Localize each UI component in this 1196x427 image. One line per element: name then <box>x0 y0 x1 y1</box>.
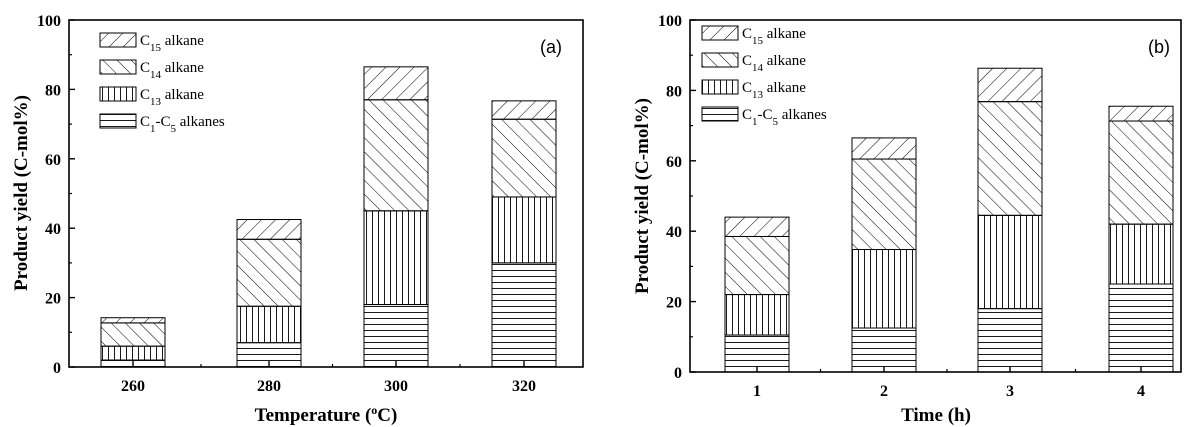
bar-segment <box>100 317 166 324</box>
y-tick-label: 0 <box>53 360 61 377</box>
y-tick-label: 80 <box>45 82 61 99</box>
bar-segment <box>724 235 790 296</box>
bar-segment <box>363 304 429 368</box>
x-axis-title: Temperature (oC) <box>255 403 398 426</box>
legend-swatch <box>99 113 137 129</box>
bar-segment <box>1108 223 1174 285</box>
y-tick-label: 40 <box>666 224 682 241</box>
bar-segment <box>1108 105 1174 122</box>
bar-segment <box>977 308 1043 373</box>
legend-label: C14 alkane <box>140 60 204 81</box>
x-tick-label: 280 <box>257 378 281 395</box>
legend-label: C1-C5 alkanes <box>742 107 827 128</box>
legend-label: C1-C5 alkanes <box>140 114 225 135</box>
bar-segment <box>1108 120 1174 225</box>
x-tick-label: 3 <box>1006 383 1014 400</box>
bar-segment <box>491 196 557 264</box>
bar-segment <box>977 214 1043 310</box>
y-tick-label: 60 <box>666 154 682 171</box>
legend-swatch <box>99 86 137 102</box>
bar-segment <box>851 137 917 160</box>
x-axis-title: Time (h) <box>901 405 971 426</box>
legend-label: C13 alkane <box>140 87 204 108</box>
y-tick-label: 20 <box>666 295 682 312</box>
y-axis-title: Product yield (C-mol%) <box>11 95 32 291</box>
bar-segment <box>977 101 1043 216</box>
legend-label: C15 alkane <box>140 33 204 54</box>
legend-label: C15 alkane <box>742 26 806 47</box>
chart-panel-b: 0 20 40 60 80 100 1 2 3 4 Time (h) Product yield (C… <box>632 13 1182 426</box>
bar-segment <box>851 327 917 373</box>
y-tick-label: 60 <box>45 152 61 169</box>
legend-swatch <box>99 59 137 75</box>
x-tick-label: 1 <box>753 383 761 400</box>
legend-swatch <box>99 32 137 48</box>
y-tick-label: 40 <box>45 221 61 238</box>
y-tick-label: 80 <box>666 83 682 100</box>
x-tick-label: 260 <box>121 378 145 395</box>
bar-segment <box>363 210 429 306</box>
bar-segment <box>724 216 790 237</box>
bar-segment <box>851 249 917 329</box>
panel-label: (b) <box>1148 37 1170 57</box>
bar-segment <box>1108 283 1174 373</box>
y-axis-title: Product yield (C-mol%) <box>632 98 653 294</box>
chart-panel-a: 0 20 40 60 80 100 260 280 300 320 Temperature (oC)… <box>11 13 584 426</box>
legend-swatch <box>701 25 739 41</box>
bar-segment <box>236 219 302 240</box>
bar-segment <box>491 100 557 120</box>
bar-segment <box>491 262 557 368</box>
legend-swatch <box>701 52 739 68</box>
legend-swatch <box>701 79 739 95</box>
bar-segment <box>100 345 166 361</box>
bar-segment <box>236 238 302 307</box>
bar-segment <box>724 334 790 373</box>
bar-segment <box>363 66 429 101</box>
y-tick-label: 100 <box>37 13 61 30</box>
bar-segment <box>851 158 917 251</box>
x-tick-label: 300 <box>384 378 408 395</box>
bar-segment <box>363 99 429 212</box>
panel-label: (a) <box>540 37 562 57</box>
x-tick-label: 320 <box>512 378 536 395</box>
x-tick-label: 2 <box>880 383 888 400</box>
bar-segment <box>236 305 302 344</box>
legend-swatch <box>701 106 739 122</box>
y-tick-label: 100 <box>658 13 682 30</box>
bar-segment <box>724 294 790 336</box>
x-tick-label: 4 <box>1137 383 1145 400</box>
legend-label: C14 alkane <box>742 53 806 74</box>
y-tick-label: 20 <box>45 291 61 308</box>
bar-segment <box>100 322 166 347</box>
bar-segment <box>977 67 1043 103</box>
bar-segment <box>491 118 557 198</box>
y-tick-label: 0 <box>674 365 682 382</box>
legend-label: C13 alkane <box>742 80 806 101</box>
